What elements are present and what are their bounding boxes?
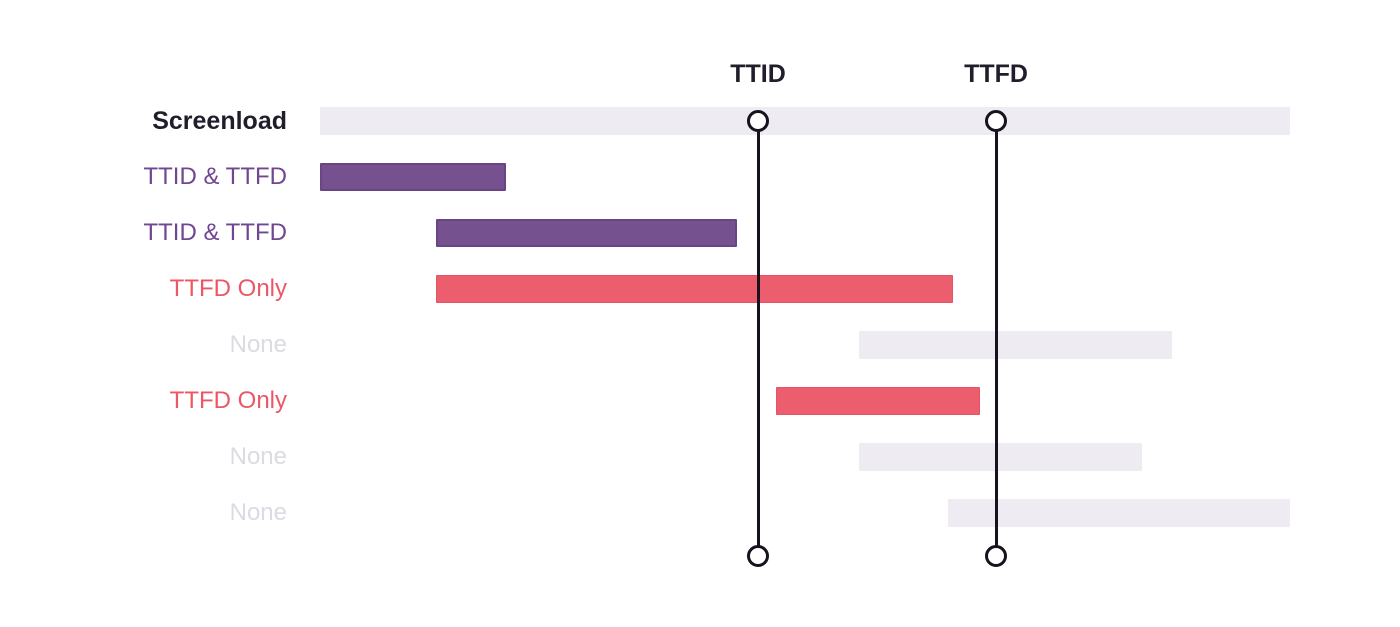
ttfd-bottom-endpoint-circle — [985, 545, 1007, 567]
span-bar — [436, 219, 737, 247]
ttid-marker-line — [756, 121, 760, 556]
ttid-marker-label: TTID — [730, 60, 786, 88]
row-label: TTID & TTFD — [143, 219, 287, 246]
span-bar — [436, 275, 953, 303]
ttfd-marker-label: TTFD — [964, 60, 1028, 88]
row-label: TTFD Only — [169, 387, 287, 414]
span-bar — [859, 443, 1142, 471]
ttfd-marker-line — [994, 121, 998, 556]
row-label: None — [229, 331, 287, 358]
span-bar — [948, 499, 1290, 527]
row-label: None — [229, 499, 287, 526]
row-label: Screenload — [152, 107, 287, 135]
screenload-track-bar — [320, 107, 1290, 135]
ttid-top-endpoint-circle — [747, 110, 769, 132]
span-bar — [859, 331, 1172, 359]
ttid-bottom-endpoint-circle — [747, 545, 769, 567]
ttfd-top-endpoint-circle — [985, 110, 1007, 132]
row-label: None — [229, 443, 287, 470]
row-label: TTFD Only — [169, 275, 287, 302]
span-bar — [320, 163, 506, 191]
span-bar — [776, 387, 980, 415]
row-label: TTID & TTFD — [143, 163, 287, 190]
